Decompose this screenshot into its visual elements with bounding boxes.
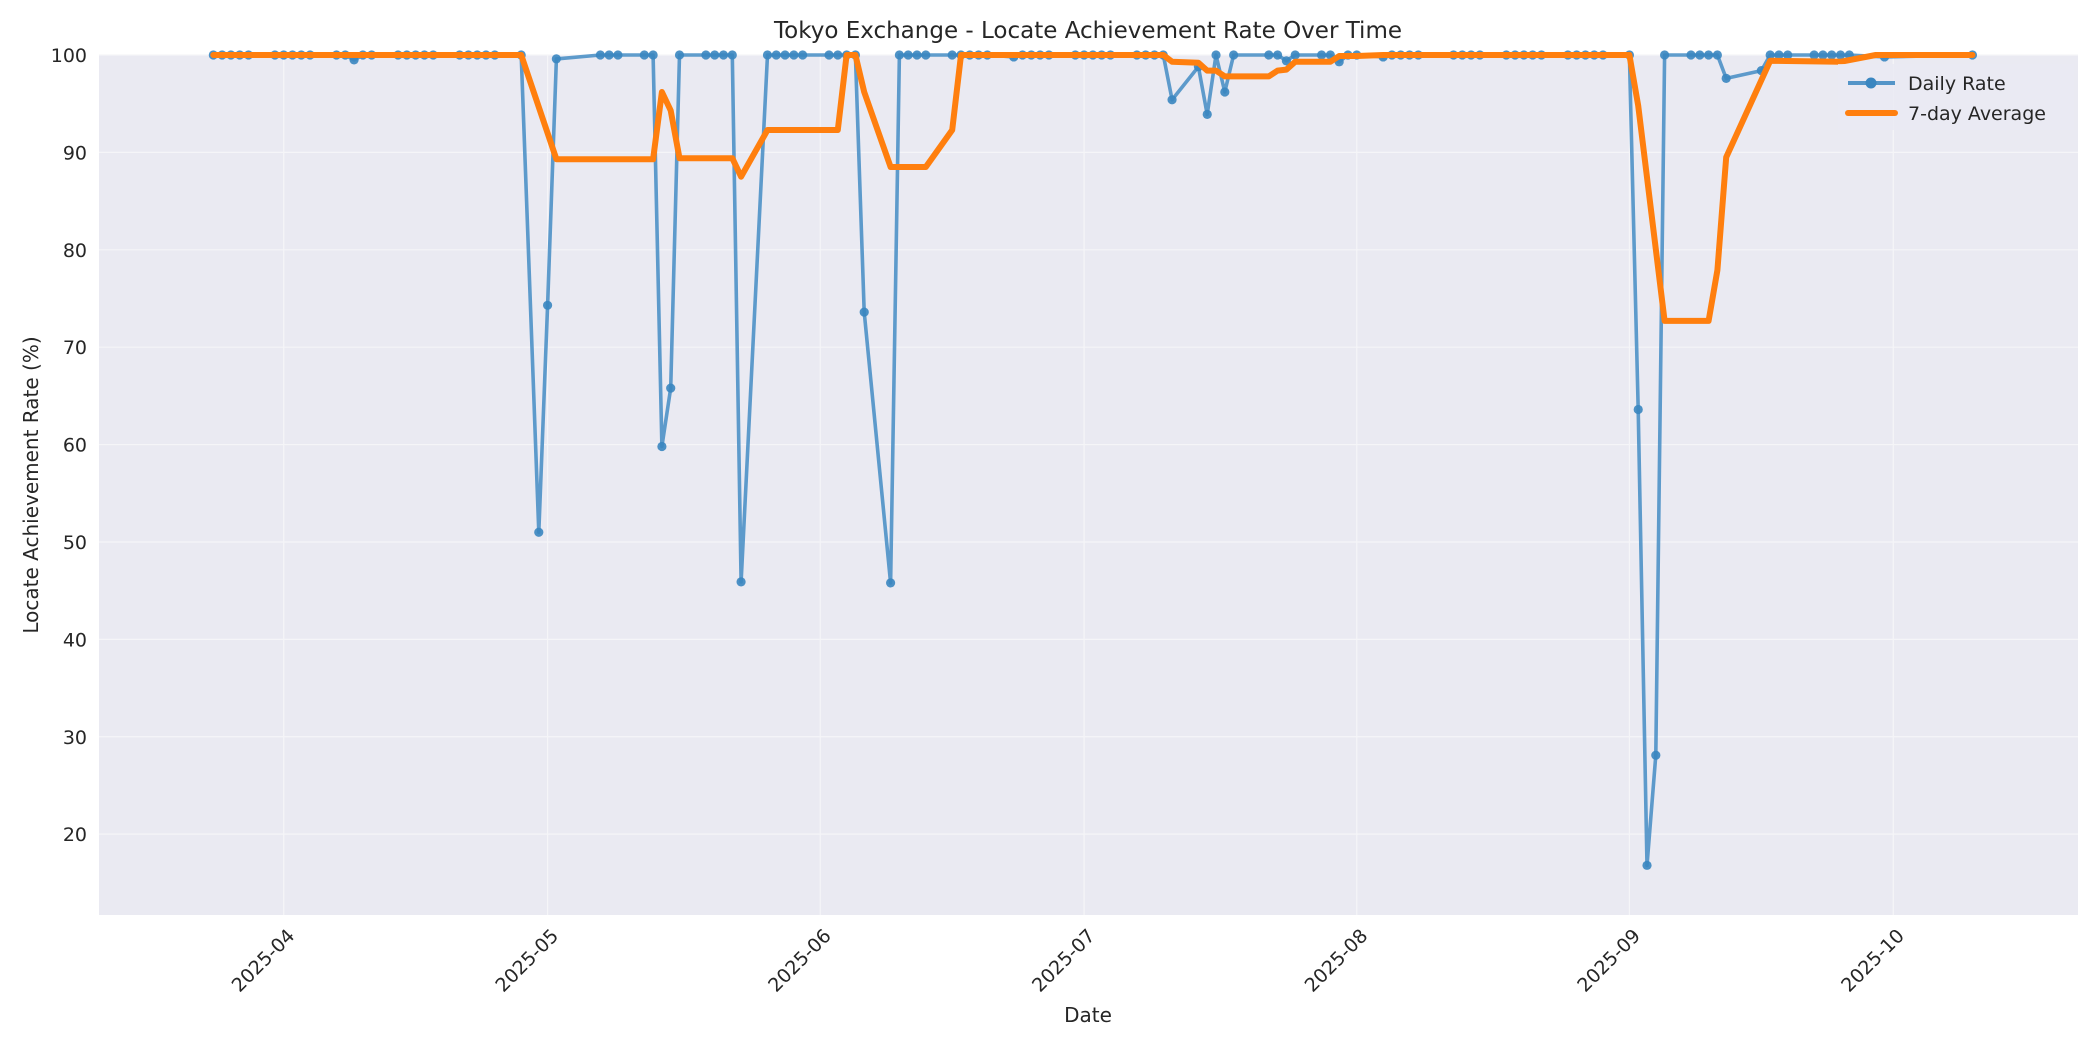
data-point xyxy=(1818,50,1828,60)
daily-rate-marker-icon xyxy=(1865,77,1877,89)
data-point xyxy=(1167,95,1177,105)
data-point xyxy=(1686,50,1696,60)
data-point xyxy=(718,50,729,60)
data-point xyxy=(1783,50,1793,60)
data-point xyxy=(1220,87,1230,97)
x-tick-label: 2025-06 xyxy=(764,925,836,997)
data-point xyxy=(674,50,685,60)
chart-title: Tokyo Exchange - Locate Achievement Rate… xyxy=(774,18,1402,44)
x-tick-label: 2025-09 xyxy=(1573,925,1645,997)
data-point xyxy=(921,50,931,60)
y-tick-label: 60 xyxy=(63,435,87,457)
data-point xyxy=(798,50,808,60)
data-point xyxy=(886,578,896,588)
data-point xyxy=(912,50,922,60)
data-point xyxy=(1695,50,1705,60)
data-point xyxy=(1660,50,1670,60)
data-point xyxy=(604,50,614,60)
y-axis-ticks: 20 30 40 50 60 70 80 90 100 xyxy=(51,45,87,846)
data-point xyxy=(894,50,904,60)
data-point xyxy=(701,50,711,60)
data-point xyxy=(1712,50,1722,60)
data-point xyxy=(1229,50,1239,60)
data-point xyxy=(771,50,781,60)
data-point xyxy=(1642,860,1652,870)
y-tick-label: 20 xyxy=(63,824,87,846)
data-point xyxy=(824,50,834,60)
data-point xyxy=(1633,404,1643,415)
data-point xyxy=(1703,50,1714,60)
seven-day-average-series xyxy=(210,52,1976,324)
data-point xyxy=(1809,50,1819,60)
data-point xyxy=(710,50,720,60)
y-tick-label: 40 xyxy=(63,629,87,651)
data-point xyxy=(1273,50,1283,60)
data-point xyxy=(789,50,799,60)
data-point xyxy=(1290,50,1300,60)
data-point xyxy=(534,527,544,537)
data-point xyxy=(780,50,790,60)
y-tick-label: 30 xyxy=(63,727,87,749)
y-tick-label: 90 xyxy=(63,142,87,164)
plot-area xyxy=(99,55,2078,915)
y-tick-label: 70 xyxy=(63,337,87,359)
data-point xyxy=(762,50,773,60)
data-point xyxy=(551,54,561,64)
data-point xyxy=(1721,73,1731,83)
data-point xyxy=(1264,50,1274,60)
data-point xyxy=(727,50,737,60)
legend-item-daily-rate: Daily Rate xyxy=(1848,73,2006,95)
data-point xyxy=(657,441,667,452)
data-point xyxy=(1202,109,1212,120)
x-tick-label: 2025-10 xyxy=(1837,925,1909,997)
data-point xyxy=(859,307,869,317)
x-axis-ticks: 2025-04 2025-05 2025-06 2025-07 2025-08 2025-… xyxy=(228,925,1909,997)
legend-label-daily-rate: Daily Rate xyxy=(1908,73,2006,95)
y-tick-label: 50 xyxy=(63,532,87,554)
legend-item-seven-day-average: 7-day Average xyxy=(1845,103,2046,125)
data-point xyxy=(613,50,623,60)
x-tick-label: 2025-05 xyxy=(491,925,563,997)
y-tick-label: 80 xyxy=(63,240,87,262)
data-point xyxy=(903,50,913,60)
data-point xyxy=(833,50,843,60)
legend: Daily Rate 7-day Average xyxy=(1838,64,2074,130)
data-point xyxy=(1316,50,1327,60)
legend-label-seven-day-average: 7-day Average xyxy=(1908,103,2046,125)
x-tick-label: 2025-07 xyxy=(1028,925,1100,997)
data-point xyxy=(1211,50,1221,60)
data-point xyxy=(736,577,746,587)
x-tick-label: 2025-04 xyxy=(228,925,300,997)
data-point xyxy=(1765,50,1775,60)
data-point xyxy=(1835,50,1846,60)
data-point xyxy=(648,50,658,60)
data-point xyxy=(639,50,649,60)
data-point xyxy=(666,383,676,393)
data-point xyxy=(1774,50,1784,60)
data-point xyxy=(1281,56,1291,66)
x-axis-label: Date xyxy=(1064,1003,1112,1027)
data-point xyxy=(947,50,957,60)
y-tick-label: 100 xyxy=(51,45,87,67)
data-point xyxy=(595,50,605,60)
data-point xyxy=(1651,750,1661,760)
y-axis-label: Locate Achievement Rate (%) xyxy=(19,336,43,633)
data-point xyxy=(542,300,553,310)
x-tick-label: 2025-08 xyxy=(1301,925,1373,997)
data-point xyxy=(1827,50,1837,60)
